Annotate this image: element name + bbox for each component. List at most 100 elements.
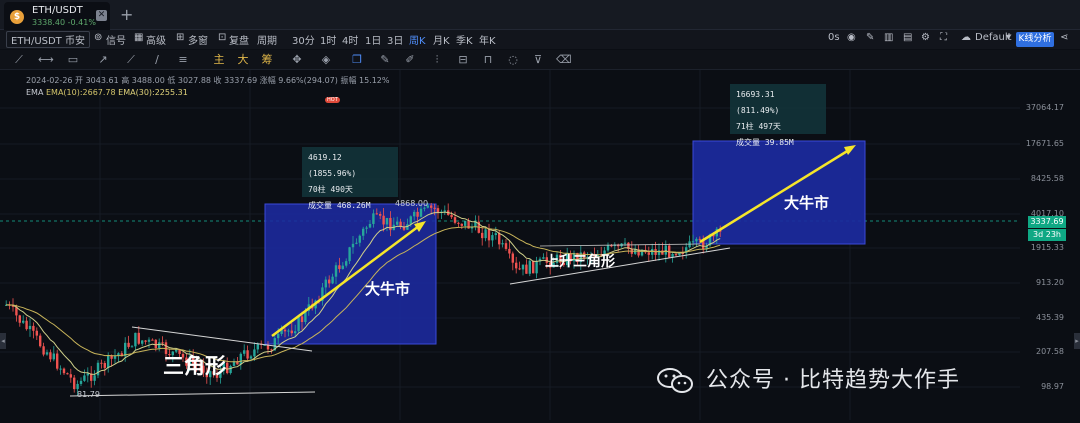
indicator-icon[interactable]: ▥ [884,32,894,43]
axis-label: 8425.58 [1030,174,1064,183]
measure-box-1: 4619.12 (1855.96%) 70柱 490天 成交量 468.26M [302,147,398,210]
hide-icon[interactable]: ◌ [508,53,518,66]
settings-icon[interactable]: ⚙ [921,32,930,43]
kline-analysis-button[interactable]: K线分析 [1016,32,1054,47]
candle-body [76,383,79,390]
left-collapse-icon[interactable]: ◂ [0,333,6,349]
interval-year[interactable]: 年K [479,36,496,47]
candle-body [287,330,290,332]
interval-30m[interactable]: 30分 [292,36,315,47]
candle-body [113,356,117,359]
bull-arrow-2 [699,148,850,244]
theme-dropdown[interactable]: Default [975,32,1012,43]
candle-body [657,250,661,255]
cursor-icon[interactable]: ✥ [292,53,302,66]
close-icon[interactable]: ✕ [96,10,107,21]
symbol-selector[interactable]: ETH/USDT 币安 [6,31,90,48]
tab-title: ETH/USDT [32,5,83,16]
theme-dropdown-icon[interactable]: ▾ [1006,32,1012,43]
interval-1d[interactable]: 1日 [365,36,382,47]
price-chart[interactable] [0,70,1080,423]
tab-price: 3338.40 -0.41% [32,18,96,27]
filter-icon[interactable]: ⊽ [533,53,543,66]
advanced-button[interactable]: 高级 [146,36,166,47]
drawing-toolbar: ⟋ ⟷ ▭ ↗ ⟋ ∕ ≡ 主 大 筹 ✥ ◈ HOT ❐ ✎ ✐ ⫶ ⊟ ⊓ … [0,50,1080,103]
add-tab-icon[interactable]: + [120,5,134,24]
candle-body [399,221,402,227]
candle-body [253,349,256,357]
interval-4h[interactable]: 4时 [342,36,359,47]
candle-body [205,372,208,378]
interval-1h[interactable]: 1时 [320,36,337,47]
chip-button[interactable]: 筹 [261,53,273,66]
pen-icon[interactable]: ✎ [380,53,390,66]
interval-week[interactable]: 周K [409,36,426,47]
advanced-icon[interactable]: ▦ [134,32,144,43]
cloud-icon[interactable]: ☁ [961,32,971,43]
candle-body [413,211,416,217]
magnet-icon[interactable]: ⊓ [483,53,493,66]
candle-body [698,238,701,240]
hot-tool-icon[interactable]: ◈ [321,53,331,66]
fib-icon[interactable]: ≡ [178,53,188,66]
multi-window-button[interactable]: 多窗 [188,36,208,47]
replay-icon[interactable]: ⊡ [218,32,227,43]
horizontal-line-icon[interactable]: ⟷ [38,53,54,66]
candle-body [59,368,62,370]
candle-body [637,249,640,256]
candle-body [175,349,178,352]
candle-body [147,339,151,342]
main-indicator-button[interactable]: 主 [213,53,225,66]
ascending-triangle-upper-line [539,243,701,247]
signal-icon[interactable]: ⊚ [94,32,103,43]
axis-label: 98.97 [1041,382,1064,391]
candle-body [416,211,419,217]
delete-icon[interactable]: ⌫ [556,53,572,66]
candle-body [304,310,307,322]
multi-window-icon[interactable]: ⊞ [176,32,185,43]
interval-quarter[interactable]: 季K [456,36,473,47]
layout-icon[interactable]: ▤ [903,32,913,43]
ray-icon[interactable]: ↗ [98,53,108,66]
candle-body [389,217,392,231]
interval-3d[interactable]: 3日 [387,36,404,47]
marker-icon[interactable]: ✐ [405,53,415,66]
pencil-icon[interactable]: ⟋ [127,53,135,66]
large-order-button[interactable]: 大 [237,53,249,66]
interval-month[interactable]: 月K [433,36,450,47]
trendline-icon[interactable]: ⟋ [15,53,23,66]
replay-button[interactable]: 复盘 [229,36,249,47]
candle-body [460,223,463,226]
period-label[interactable]: 周期 [257,36,277,47]
candle-body [542,257,545,259]
candle-body [300,316,304,322]
candle-body [28,325,32,330]
axis-label: 37064.17 [1025,103,1064,112]
edit-icon[interactable]: ✎ [866,32,875,43]
candle-body [532,260,535,274]
candle-body [328,279,331,284]
candle-body [708,234,712,246]
candle-body [338,265,341,269]
pattern-icon[interactable]: ⫶ [435,53,439,66]
triangle-lower-line [69,391,316,397]
candle-body [232,361,236,366]
copy-icon[interactable]: ❐ [352,53,362,66]
channel-icon[interactable]: ▭ [67,53,79,66]
brush-icon[interactable]: ∕ [155,53,159,66]
candle-body [589,254,593,257]
candle-body [243,350,246,354]
candle-body [96,362,100,376]
tab-eth-usdt[interactable]: $ ETH/USDT 3338.40 -0.41% ✕ [4,2,110,30]
signal-button[interactable]: 信号 [106,36,126,47]
right-collapse-icon[interactable]: ▸ [1074,333,1080,349]
lock-icon[interactable]: ⊟ [458,53,468,66]
candle-body [498,233,501,245]
share-icon[interactable]: ⋖ [1060,32,1069,43]
fullscreen-icon[interactable]: ⛶ [940,32,947,43]
candle-body [22,320,25,323]
candle-body [226,362,229,374]
hot-badge: HOT [325,97,340,103]
camera-icon[interactable]: ◉ [847,32,856,43]
ema30-line [6,226,721,363]
